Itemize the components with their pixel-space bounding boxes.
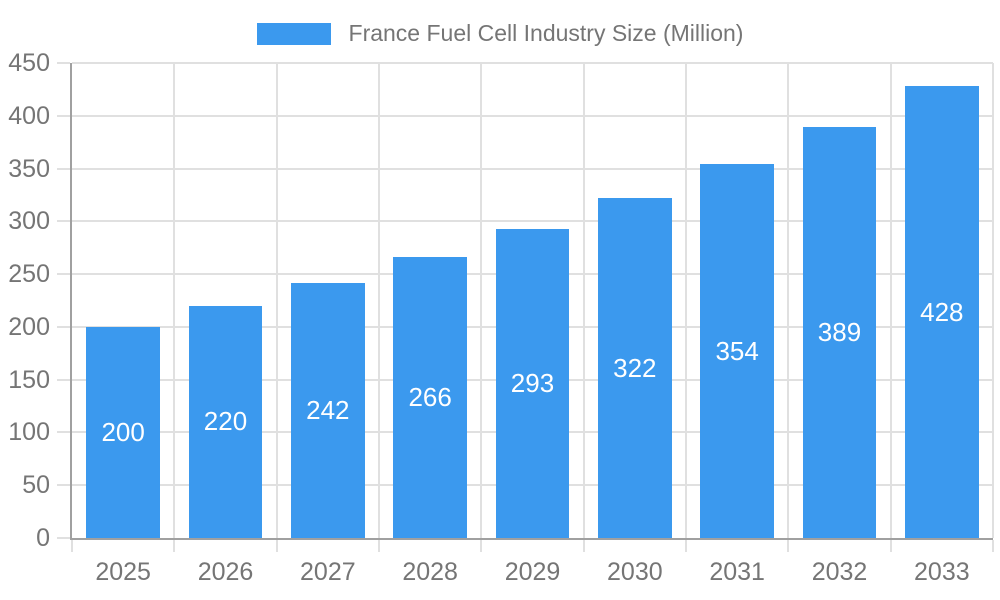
legend-label: France Fuel Cell Industry Size (Million)	[348, 20, 744, 46]
bar-2029[interactable]: 293	[495, 228, 570, 538]
y-axis-label: 400	[8, 101, 50, 130]
bar-2028[interactable]: 266	[393, 257, 467, 538]
gridline-vertical	[480, 63, 483, 538]
bar-2026[interactable]: 220	[188, 305, 263, 538]
bar-value-label: 354	[715, 335, 759, 366]
x-axis-label: 2029	[504, 558, 561, 586]
x-axis-tick	[275, 540, 278, 552]
y-axis-tick	[57, 325, 70, 328]
legend[interactable]: France Fuel Cell Industry Size (Million)	[0, 20, 1000, 47]
gridline-horizontal	[72, 114, 993, 117]
bar-value-label: 322	[613, 352, 657, 383]
y-axis-label: 450	[8, 49, 50, 77]
y-axis-label: 50	[22, 471, 50, 500]
y-axis-line	[70, 63, 72, 540]
bar-2025[interactable]: 200	[86, 326, 160, 538]
x-axis-label: 2025	[95, 558, 151, 586]
x-axis-tick	[889, 540, 892, 552]
x-axis-label: 2027	[300, 558, 356, 586]
bar-value-label: 293	[510, 367, 555, 398]
y-axis-label: 200	[8, 312, 50, 341]
y-axis-tick	[57, 114, 70, 117]
x-axis-tick	[480, 540, 483, 552]
y-axis-tick	[57, 378, 70, 381]
y-axis-label: 100	[8, 418, 50, 447]
y-axis-tick	[57, 273, 70, 276]
y-axis-tick	[57, 220, 70, 223]
bar-2030[interactable]: 322	[597, 198, 672, 538]
y-axis-label: 0	[36, 524, 50, 552]
bar-value-label: 220	[203, 406, 248, 437]
x-axis-line	[70, 538, 993, 540]
y-axis-label: 250	[8, 260, 50, 289]
x-axis-tick	[173, 540, 176, 552]
gridline-horizontal	[72, 62, 993, 64]
x-axis-tick	[685, 540, 687, 552]
gridline-vertical	[275, 63, 278, 538]
gridline-vertical	[992, 63, 994, 538]
y-axis-label: 350	[8, 154, 50, 183]
bar-2031[interactable]: 354	[700, 164, 774, 538]
bar-value-label: 266	[408, 382, 452, 413]
gridline-horizontal	[72, 220, 993, 223]
gridline-vertical	[582, 63, 585, 538]
x-axis-tick	[992, 540, 994, 552]
x-axis-label: 2031	[709, 558, 765, 586]
bar-2033[interactable]: 428	[904, 86, 979, 538]
x-axis-label: 2033	[914, 558, 970, 586]
bar-2027[interactable]: 242	[290, 282, 365, 538]
y-axis-tick	[57, 484, 70, 487]
x-axis-tick	[787, 540, 790, 552]
x-axis-tick	[378, 540, 380, 552]
bar-value-label: 242	[306, 394, 350, 425]
y-axis-tick	[57, 167, 70, 170]
bar-value-label: 200	[101, 416, 145, 447]
y-axis-label: 150	[8, 365, 50, 394]
bar-2032[interactable]: 389	[802, 127, 877, 538]
x-axis-tick	[71, 540, 73, 552]
x-axis-tick	[582, 540, 585, 552]
gridline-vertical	[173, 63, 176, 538]
y-axis-tick	[57, 62, 70, 64]
x-axis-label: 2030	[607, 558, 663, 586]
bar-value-label: 389	[817, 317, 862, 348]
legend-swatch-icon	[256, 22, 331, 45]
x-axis-label: 2026	[197, 558, 254, 586]
gridline-vertical	[685, 63, 687, 538]
gridline-vertical	[787, 63, 790, 538]
gridline-vertical	[378, 63, 380, 538]
y-axis-tick	[57, 537, 70, 539]
y-axis-label: 300	[8, 207, 50, 236]
y-axis-tick	[57, 431, 70, 434]
gridline-horizontal	[72, 167, 993, 170]
bar-value-label: 428	[920, 296, 964, 327]
x-axis-label: 2028	[402, 558, 458, 586]
gridline-vertical	[889, 63, 892, 538]
x-axis-label: 2032	[811, 558, 868, 586]
